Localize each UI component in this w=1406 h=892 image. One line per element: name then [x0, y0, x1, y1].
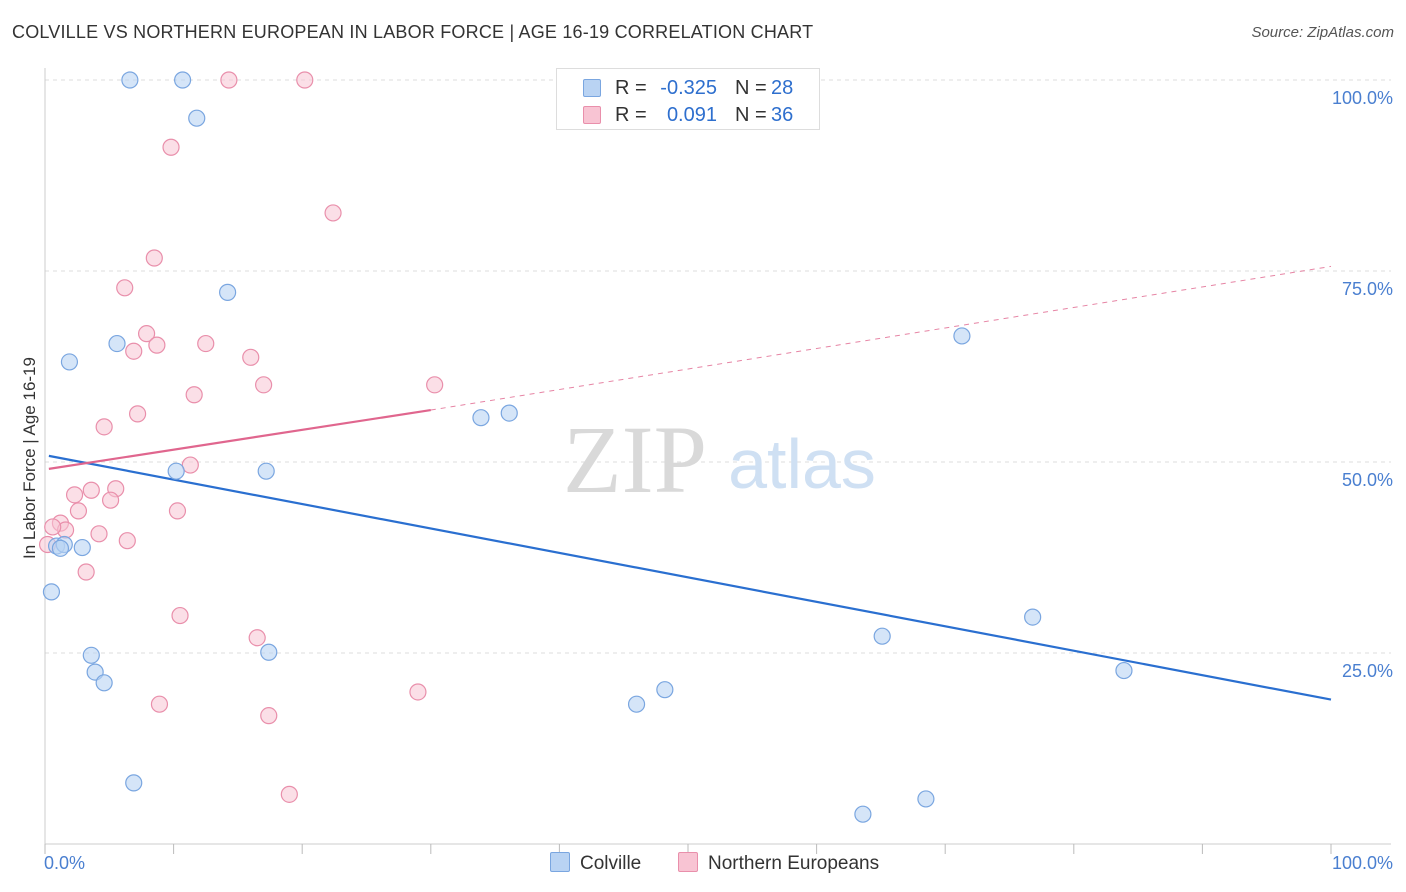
- northern-trend-extension: [430, 265, 1332, 411]
- colville-point: [1115, 661, 1133, 680]
- tick-labels: 25.0% 50.0% 75.0% 100.0% 0.0% 100.0%: [44, 88, 1393, 873]
- northern-legend-swatch: [678, 852, 698, 872]
- grid-layer: [45, 79, 1391, 654]
- r-label: R =: [615, 104, 647, 126]
- colville-point: [42, 583, 61, 601]
- colville-point: [167, 462, 185, 480]
- colville-point: [108, 334, 126, 353]
- northern-point: [260, 707, 278, 725]
- r-value: 0.091: [666, 104, 717, 126]
- colville-point: [121, 71, 139, 89]
- colville-point: [174, 71, 192, 89]
- colville-point: [125, 774, 143, 792]
- axis-layer: [44, 68, 1391, 854]
- legend-row-colville: R = -0.325 N = 28: [557, 75, 819, 101]
- northern-legend-label: Northern Europeans: [708, 853, 880, 874]
- colville-trend-line: [48, 454, 1332, 701]
- northern-point: [65, 486, 84, 504]
- northern-point: [296, 71, 314, 89]
- northern-point: [82, 481, 100, 499]
- northern-point: [145, 249, 163, 267]
- colville-legend-label: Colville: [580, 853, 642, 874]
- watermark: ZIP atlas: [563, 406, 876, 513]
- northern-point: [90, 525, 108, 543]
- northern-point: [95, 418, 113, 436]
- northern-point: [280, 785, 298, 803]
- northern-point: [168, 502, 187, 520]
- northern-point: [171, 606, 189, 625]
- watermark-zip: ZIP: [563, 406, 707, 513]
- colville-point: [500, 404, 518, 422]
- northern-point: [242, 348, 260, 366]
- r-value: -0.325: [660, 77, 717, 99]
- northern-point: [255, 376, 273, 394]
- x-tick-label: 100.0%: [1332, 853, 1393, 873]
- n-label: N =: [735, 77, 767, 99]
- northern-point: [128, 405, 147, 423]
- northern-swatch: [583, 106, 601, 124]
- legend-row-northern: R = 0.091 N = 36: [557, 102, 819, 128]
- northern-point: [69, 502, 88, 520]
- trend-layer: [48, 265, 1332, 701]
- points-layer: [38, 71, 1133, 823]
- colville-point: [953, 327, 971, 345]
- northern-point: [116, 279, 134, 297]
- northern-point: [118, 532, 136, 550]
- colville-point: [260, 643, 278, 661]
- chart-source: Source: ZipAtlas.com: [1251, 24, 1394, 41]
- colville-point: [73, 538, 91, 557]
- colville-point: [257, 462, 275, 480]
- colville-point: [873, 627, 891, 645]
- x-tick-label: 0.0%: [44, 853, 85, 873]
- colville-point: [60, 353, 79, 371]
- northern-point: [185, 386, 203, 404]
- northern-point: [137, 325, 156, 343]
- northern-point: [248, 629, 266, 647]
- northern-point: [409, 683, 427, 701]
- northern-point: [148, 336, 166, 354]
- colville-point: [854, 805, 872, 823]
- northern-point: [77, 563, 95, 581]
- n-value: 28: [771, 77, 794, 99]
- colville-point: [656, 681, 674, 699]
- correlation-legend: R = -0.325 N = 28 R = 0.091 N = 36: [556, 68, 820, 130]
- colville-point: [82, 646, 100, 664]
- bottom-legend-northern: Northern Europeans: [678, 852, 879, 875]
- northern-point: [125, 342, 143, 360]
- n-label: N =: [735, 104, 767, 126]
- northern-point: [150, 695, 169, 713]
- northern-point: [44, 518, 62, 536]
- watermark-atlas: atlas: [728, 425, 876, 503]
- colville-point: [95, 674, 113, 692]
- northern-point: [162, 138, 180, 156]
- northern-point: [181, 456, 199, 474]
- colville-point: [219, 283, 237, 301]
- y-tick-label: 75.0%: [1342, 279, 1393, 299]
- y-tick-label: 50.0%: [1342, 470, 1393, 490]
- northern-point: [324, 204, 342, 222]
- colville-point: [472, 409, 490, 427]
- colville-point: [188, 109, 206, 127]
- n-value: 36: [771, 104, 794, 126]
- y-tick-label: 25.0%: [1342, 661, 1393, 681]
- colville-point: [917, 790, 935, 808]
- northern-point: [101, 491, 120, 509]
- bottom-legend-colville: Colville: [550, 852, 641, 875]
- northern-point: [220, 71, 238, 89]
- r-label: R =: [615, 77, 647, 99]
- northern-point: [426, 376, 444, 394]
- colville-point: [627, 695, 646, 713]
- northern-point: [197, 334, 215, 353]
- colville-swatch: [583, 79, 601, 97]
- y-tick-label: 100.0%: [1332, 88, 1393, 108]
- colville-point: [51, 539, 70, 557]
- chart-title: COLVILLE VS NORTHERN EUROPEAN IN LABOR F…: [12, 22, 814, 42]
- northern-trend-line: [48, 408, 431, 470]
- colville-legend-swatch: [550, 852, 570, 872]
- colville-point: [1024, 608, 1042, 626]
